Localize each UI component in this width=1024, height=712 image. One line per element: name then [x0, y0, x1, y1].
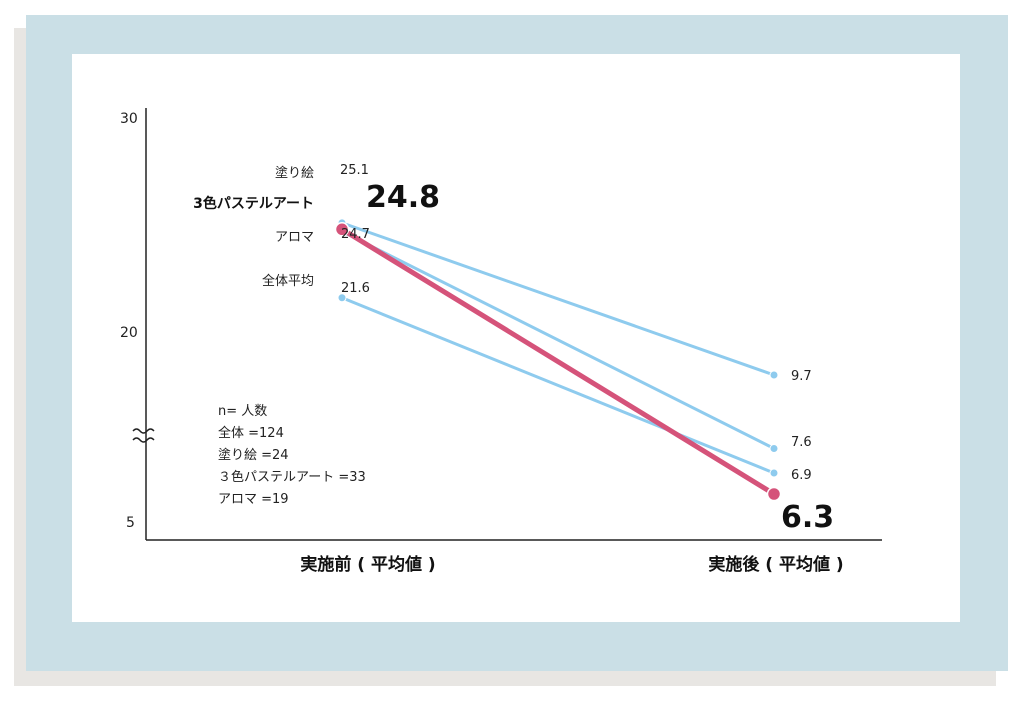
series-name-label: 3色パステルアート — [193, 195, 314, 212]
series-name-label: アロマ — [275, 230, 314, 245]
series-line — [340, 221, 776, 377]
data-point — [769, 444, 779, 453]
note-line: 塗り絵 =24 — [218, 448, 289, 463]
y-tick-label: 20 — [120, 325, 138, 341]
note-line: 全体 =124 — [218, 426, 284, 441]
data-point — [337, 293, 347, 303]
note-line: n= 人数 — [218, 404, 268, 419]
value-label-highlight: 6.3 — [781, 500, 834, 535]
value-label: 9.7 — [791, 369, 812, 384]
sample-size-notes: n= 人数 全体 =124 塗り絵 =24 ３色パステルアート =33 アロマ … — [218, 401, 366, 511]
value-label: 6.9 — [791, 468, 812, 483]
y-tick-label: 5 — [126, 515, 135, 531]
data-point — [334, 222, 350, 237]
value-label: 25.1 — [340, 163, 369, 178]
series-name-label: 全体平均 — [262, 273, 314, 289]
x-category-label: 実施後 ( 平均値 ) — [708, 554, 843, 575]
value-label: 24.7 — [341, 227, 370, 242]
data-point — [766, 486, 782, 502]
series-line — [339, 226, 777, 497]
y-tick-label: 30 — [120, 111, 138, 127]
x-category-label: 実施前 ( 平均値 ) — [300, 554, 435, 575]
note-line: アロマ =19 — [218, 492, 289, 507]
series-name-label: 塗り絵 — [275, 165, 314, 181]
series-line — [340, 296, 776, 475]
series-layer — [334, 218, 782, 502]
note-line: ３色パステルアート =33 — [218, 470, 366, 485]
data-point — [769, 468, 779, 478]
value-label: 21.6 — [341, 281, 370, 296]
value-label-highlight: 24.8 — [366, 180, 440, 215]
axis-break-icon — [132, 428, 155, 443]
value-label: 7.6 — [791, 435, 812, 450]
series-line — [340, 229, 776, 450]
data-point — [769, 370, 779, 380]
